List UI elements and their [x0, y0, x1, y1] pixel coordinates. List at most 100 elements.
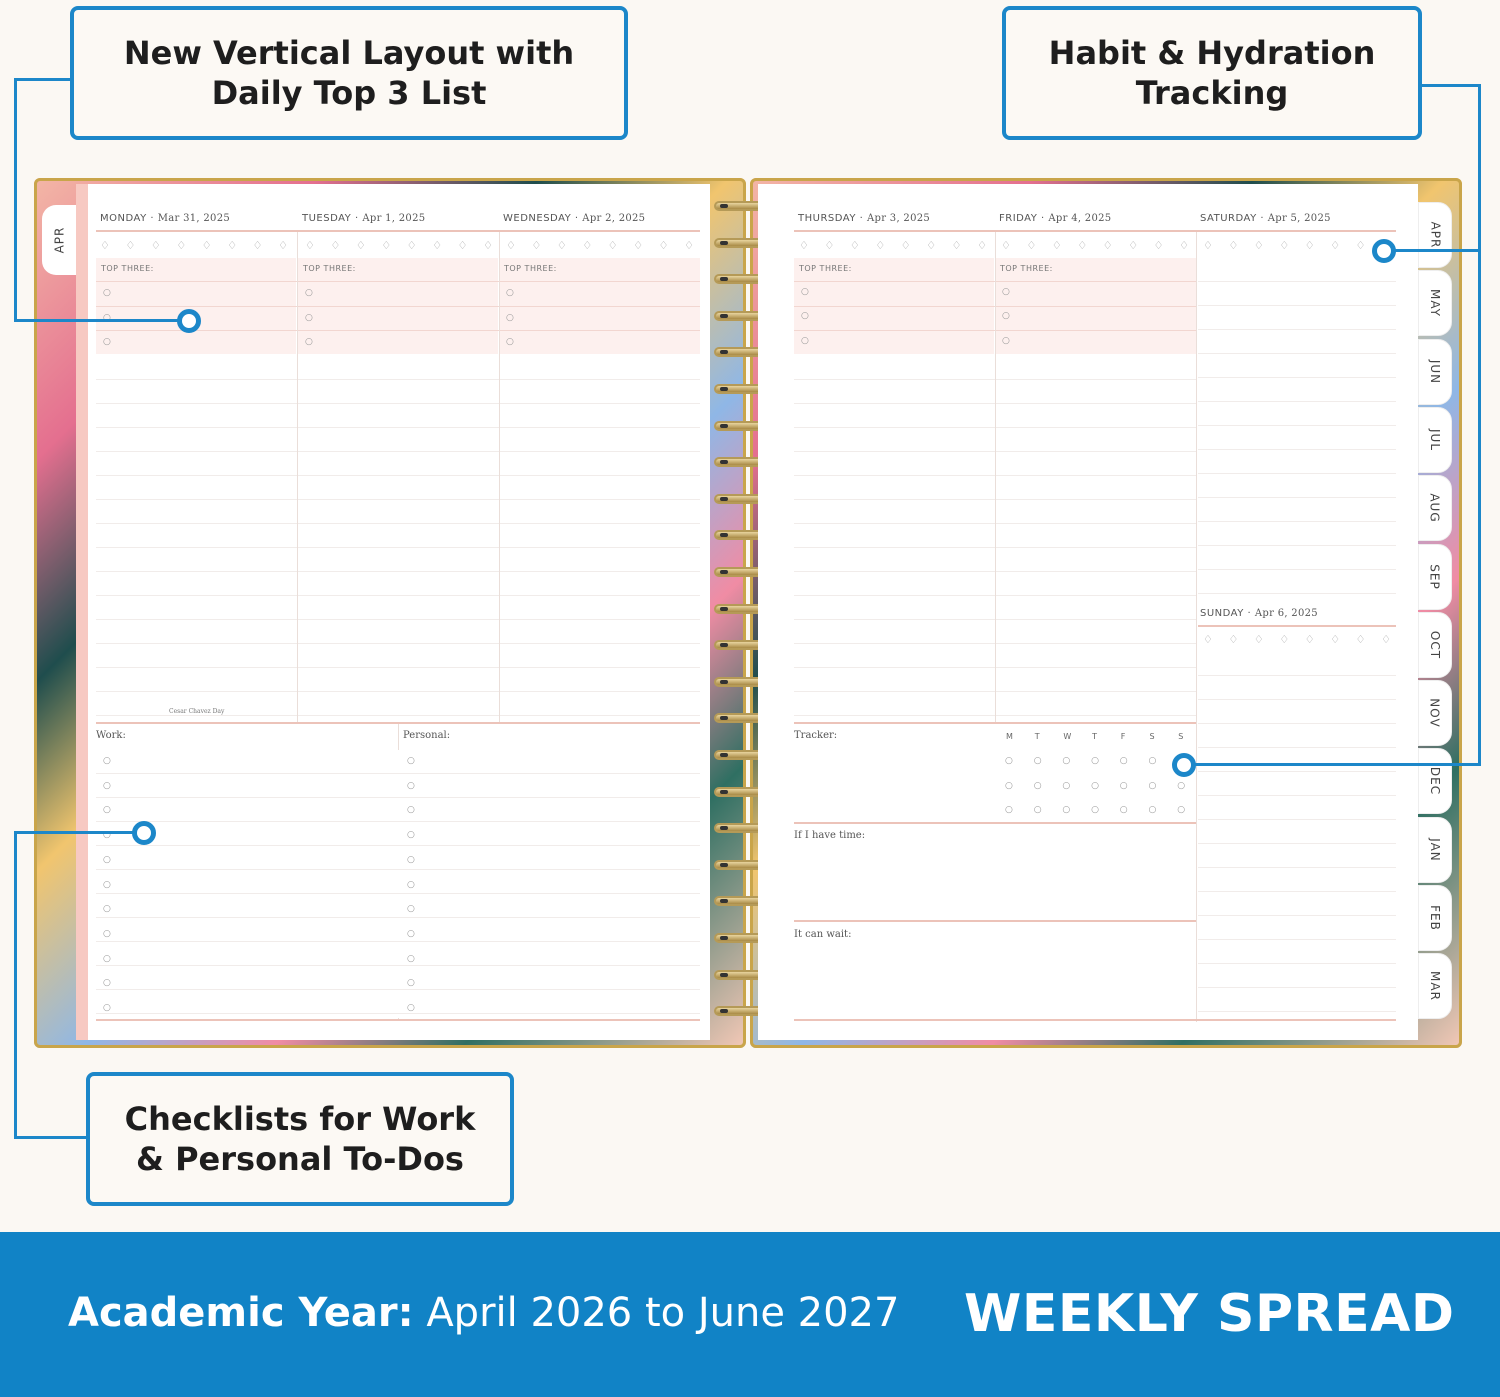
- tab-dec[interactable]: DEC: [1418, 748, 1452, 815]
- circle-bullet-icon: ○: [407, 904, 415, 915]
- circle-bullet-icon: ○: [407, 879, 415, 890]
- tab-sep[interactable]: SEP: [1418, 543, 1452, 610]
- tracker-circle[interactable]: ○: [1119, 805, 1128, 815]
- circle-bullet-icon: ○: [1002, 287, 1010, 297]
- tab-aug[interactable]: AUG: [1418, 475, 1452, 542]
- tab-label: OCT: [1428, 630, 1442, 659]
- tracker-circle[interactable]: ○: [1148, 780, 1157, 791]
- tab-apr[interactable]: APR: [1418, 202, 1452, 268]
- tab-label: SEP: [1428, 563, 1442, 590]
- tracker-circle[interactable]: ○: [1148, 805, 1157, 815]
- circle-bullet-icon: ○: [103, 904, 111, 915]
- day-notes-lines: [1198, 652, 1396, 1018]
- top-three-label: TOP THREE:: [303, 264, 356, 273]
- circle-bullet-icon: ○: [407, 1003, 415, 1013]
- circle-bullet-icon: ○: [103, 313, 111, 323]
- circle-bullet-icon: ○: [407, 953, 415, 964]
- tab-jan[interactable]: JAN: [1418, 816, 1452, 883]
- water-drop-icon-row: ♢♢♢♢♢♢♢♢: [100, 239, 288, 252]
- callout-marker: [1372, 239, 1396, 263]
- circle-bullet-icon: ○: [103, 830, 111, 841]
- tab-apr-left[interactable]: APR: [42, 205, 76, 275]
- tracker-circle[interactable]: ○: [1033, 805, 1042, 815]
- tracker-circle[interactable]: ○: [1148, 756, 1157, 766]
- day-header-tuesday: TUESDAY · Apr 1, 2025: [302, 213, 426, 224]
- tracker-circle[interactable]: ○: [1062, 805, 1071, 815]
- tracker-circle[interactable]: ○: [1177, 805, 1186, 815]
- callout-habit-hydration: Habit & Hydration Tracking: [1002, 6, 1422, 140]
- tracker-circle[interactable]: ○: [1033, 756, 1042, 766]
- circle-bullet-icon: ○: [103, 978, 111, 989]
- tab-may[interactable]: MAY: [1418, 270, 1452, 337]
- tab-feb[interactable]: FEB: [1418, 885, 1452, 951]
- tracker-circle[interactable]: ○: [1091, 805, 1099, 815]
- tracker-circle[interactable]: ○: [1091, 780, 1099, 791]
- tracker-day-label: S: [1149, 732, 1155, 741]
- top-three-label: TOP THREE:: [1000, 264, 1053, 273]
- tracker-circle[interactable]: ○: [1062, 780, 1071, 791]
- tracker-day-label: S: [1178, 732, 1184, 741]
- water-drop-icon-row: ♢♢♢♢♢♢♢♢: [799, 239, 987, 252]
- circle-bullet-icon: ○: [103, 854, 111, 865]
- day-notes-lines: [1198, 258, 1396, 598]
- tracker-circle[interactable]: ○: [1091, 756, 1099, 766]
- tracker-circle[interactable]: ○: [1062, 756, 1071, 766]
- top-three-label: TOP THREE:: [799, 264, 852, 273]
- can-wait-label: It can wait:: [794, 929, 852, 940]
- tracker-circle[interactable]: ○: [1119, 780, 1128, 791]
- holiday-note: Cesar Chavez Day: [169, 708, 225, 715]
- circle-bullet-icon: ○: [801, 287, 809, 297]
- circle-bullet-icon: ○: [801, 336, 809, 346]
- circle-bullet-icon: ○: [103, 928, 111, 939]
- water-drop-icon-row: ♢♢♢♢♢♢♢♢: [1203, 239, 1391, 252]
- checklist-lines: [96, 750, 700, 1018]
- day-header-sunday: SUNDAY · Apr 6, 2025: [1200, 608, 1318, 619]
- water-drop-icon-row: ♢♢♢♢♢♢♢♢: [305, 239, 493, 252]
- top-three-label: TOP THREE:: [504, 264, 557, 273]
- tab-label: MAR: [1428, 971, 1442, 1002]
- circle-bullet-icon: ○: [506, 337, 514, 347]
- circle-bullet-icon: ○: [506, 313, 514, 323]
- tab-label: JUL: [1427, 428, 1442, 451]
- circle-bullet-icon: ○: [103, 337, 111, 347]
- tracker-circle[interactable]: ○: [1033, 780, 1042, 791]
- tracker-circle[interactable]: ○: [1005, 780, 1013, 791]
- tracker-circle[interactable]: ○: [1005, 805, 1013, 815]
- tracker-day-label: T: [1092, 732, 1097, 741]
- circle-bullet-icon: ○: [103, 780, 111, 791]
- tracker-label: Tracker:: [794, 730, 838, 741]
- tracker-circle[interactable]: ○: [1177, 780, 1186, 791]
- circle-bullet-icon: ○: [407, 928, 415, 939]
- circle-bullet-icon: ○: [305, 337, 313, 347]
- tab-label: APR: [1427, 221, 1442, 249]
- tracker-circle[interactable]: ○: [1119, 756, 1128, 766]
- tab-jun[interactable]: JUN: [1418, 338, 1452, 405]
- tab-jul[interactable]: JUL: [1418, 406, 1452, 473]
- day-notes-lines: [96, 356, 700, 720]
- circle-bullet-icon: ○: [305, 288, 313, 298]
- tab-label: JAN: [1427, 837, 1442, 862]
- tab-nov[interactable]: NOV: [1418, 680, 1452, 747]
- tab-label: NOV: [1427, 698, 1442, 728]
- tracker-day-label: F: [1120, 732, 1126, 741]
- tab-oct[interactable]: OCT: [1418, 611, 1452, 678]
- tracker-day-label: M: [1006, 732, 1013, 741]
- circle-bullet-icon: ○: [407, 805, 415, 816]
- callout-marker: [1172, 753, 1196, 777]
- day-header-friday: FRIDAY · Apr 4, 2025: [999, 213, 1112, 224]
- circle-bullet-icon: ○: [103, 805, 111, 816]
- tab-label: MAY: [1428, 289, 1442, 318]
- if-time-label: If I have time:: [794, 830, 866, 841]
- tracker-circle[interactable]: ○: [1005, 756, 1013, 766]
- water-drop-icon-row: ♢♢♢♢♢♢♢♢: [1203, 633, 1391, 646]
- circle-bullet-icon: ○: [801, 311, 809, 321]
- callout-marker: [132, 821, 156, 845]
- callout-vertical-layout: New Vertical Layout with Daily Top 3 Lis…: [70, 6, 628, 140]
- tracker-day-label: W: [1063, 732, 1072, 741]
- tab-mar[interactable]: MAR: [1418, 953, 1452, 1020]
- circle-bullet-icon: ○: [103, 756, 111, 766]
- circle-bullet-icon: ○: [506, 288, 514, 298]
- callout-marker: [177, 309, 201, 333]
- callout-checklists: Checklists for Work & Personal To-Dos: [86, 1072, 514, 1206]
